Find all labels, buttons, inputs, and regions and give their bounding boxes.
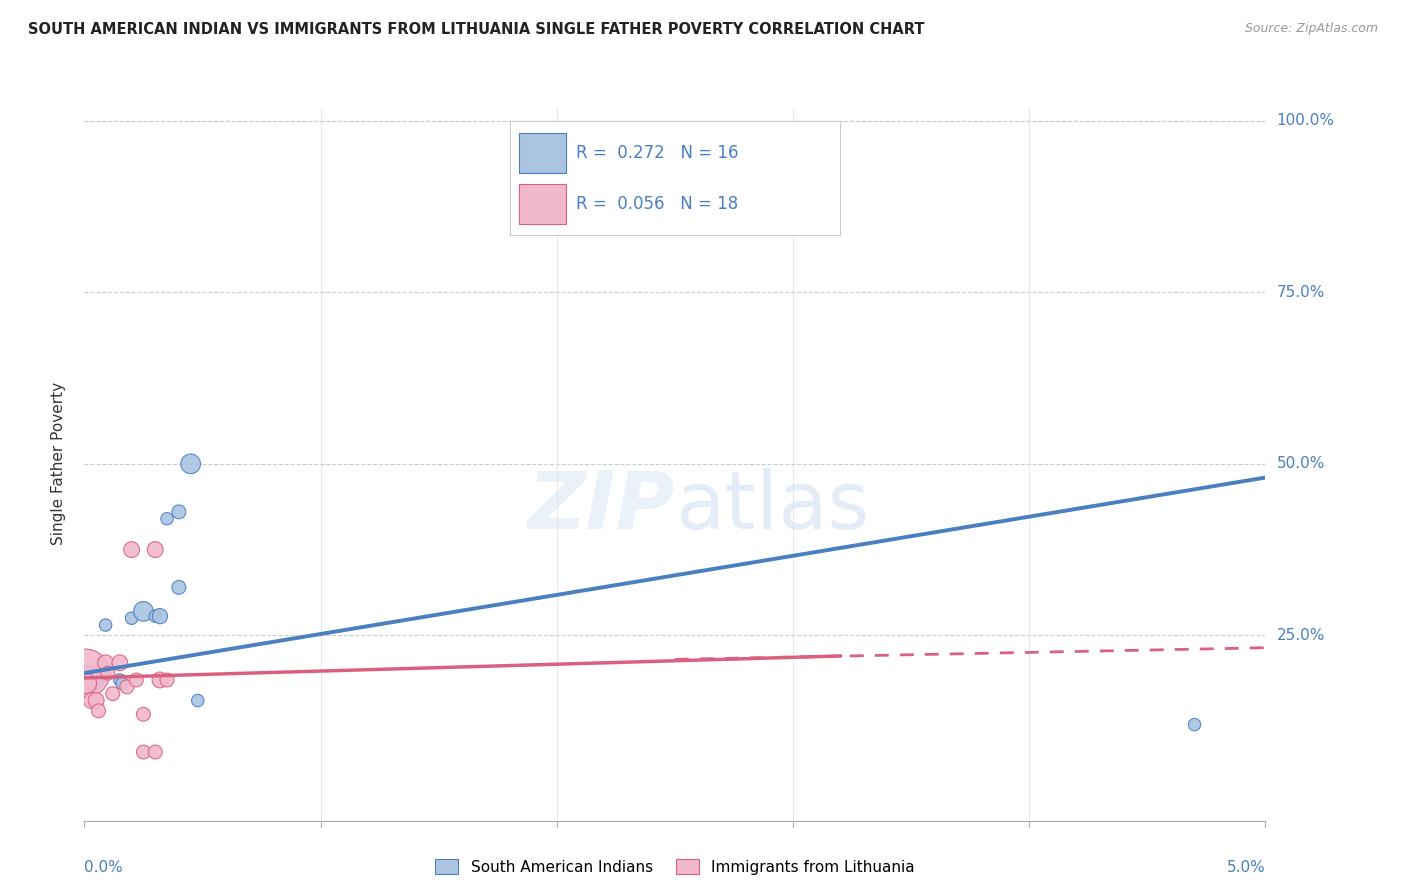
Point (149, 673, 172, 687)
Text: 25.0%: 25.0% (1277, 628, 1324, 643)
Text: 100.0%: 100.0% (1277, 113, 1334, 128)
Point (111, 676, 134, 690)
Point (83, 673, 105, 687)
Point (180, 457, 202, 471)
Point (156, 512, 179, 526)
Point (187, 693, 209, 707)
Text: 5.0%: 5.0% (1226, 860, 1265, 875)
Point (121, 611, 143, 625)
Point (132, 745, 155, 759)
Point (101, 687, 124, 701)
Point (76, 676, 98, 690)
Point (143, 745, 166, 759)
Point (132, 604, 155, 618)
Point (80, 693, 103, 707)
Text: 75.0%: 75.0% (1277, 285, 1324, 300)
Point (87, 704, 110, 718)
Text: Source: ZipAtlas.com: Source: ZipAtlas.com (1244, 22, 1378, 36)
Point (143, 542, 166, 557)
Point (84, 693, 107, 707)
Point (115, 680, 138, 694)
Text: 0.0%: 0.0% (84, 860, 124, 875)
Text: 50.0%: 50.0% (1277, 457, 1324, 471)
Point (108, 656, 131, 670)
Point (143, 609, 166, 624)
Point (125, 673, 148, 687)
Text: atlas: atlas (675, 467, 869, 546)
Point (94, 656, 117, 670)
Point (108, 673, 131, 687)
Y-axis label: Single Father Poverty: Single Father Poverty (51, 383, 66, 545)
Point (167, 580, 190, 594)
Point (167, 505, 190, 519)
Point (121, 542, 143, 557)
Point (77, 666, 100, 681)
Point (149, 609, 172, 624)
Point (132, 707, 155, 722)
Text: ZIP: ZIP (527, 467, 675, 546)
Point (94, 618, 117, 632)
Point (80, 680, 103, 694)
Text: SOUTH AMERICAN INDIAN VS IMMIGRANTS FROM LITHUANIA SINGLE FATHER POVERTY CORRELA: SOUTH AMERICAN INDIAN VS IMMIGRANTS FROM… (28, 22, 925, 37)
Point (97, 666, 120, 681)
Point (1184, 717, 1206, 731)
Point (75, 666, 97, 681)
Legend: South American Indians, Immigrants from Lithuania: South American Indians, Immigrants from … (429, 853, 921, 880)
Point (156, 673, 179, 687)
